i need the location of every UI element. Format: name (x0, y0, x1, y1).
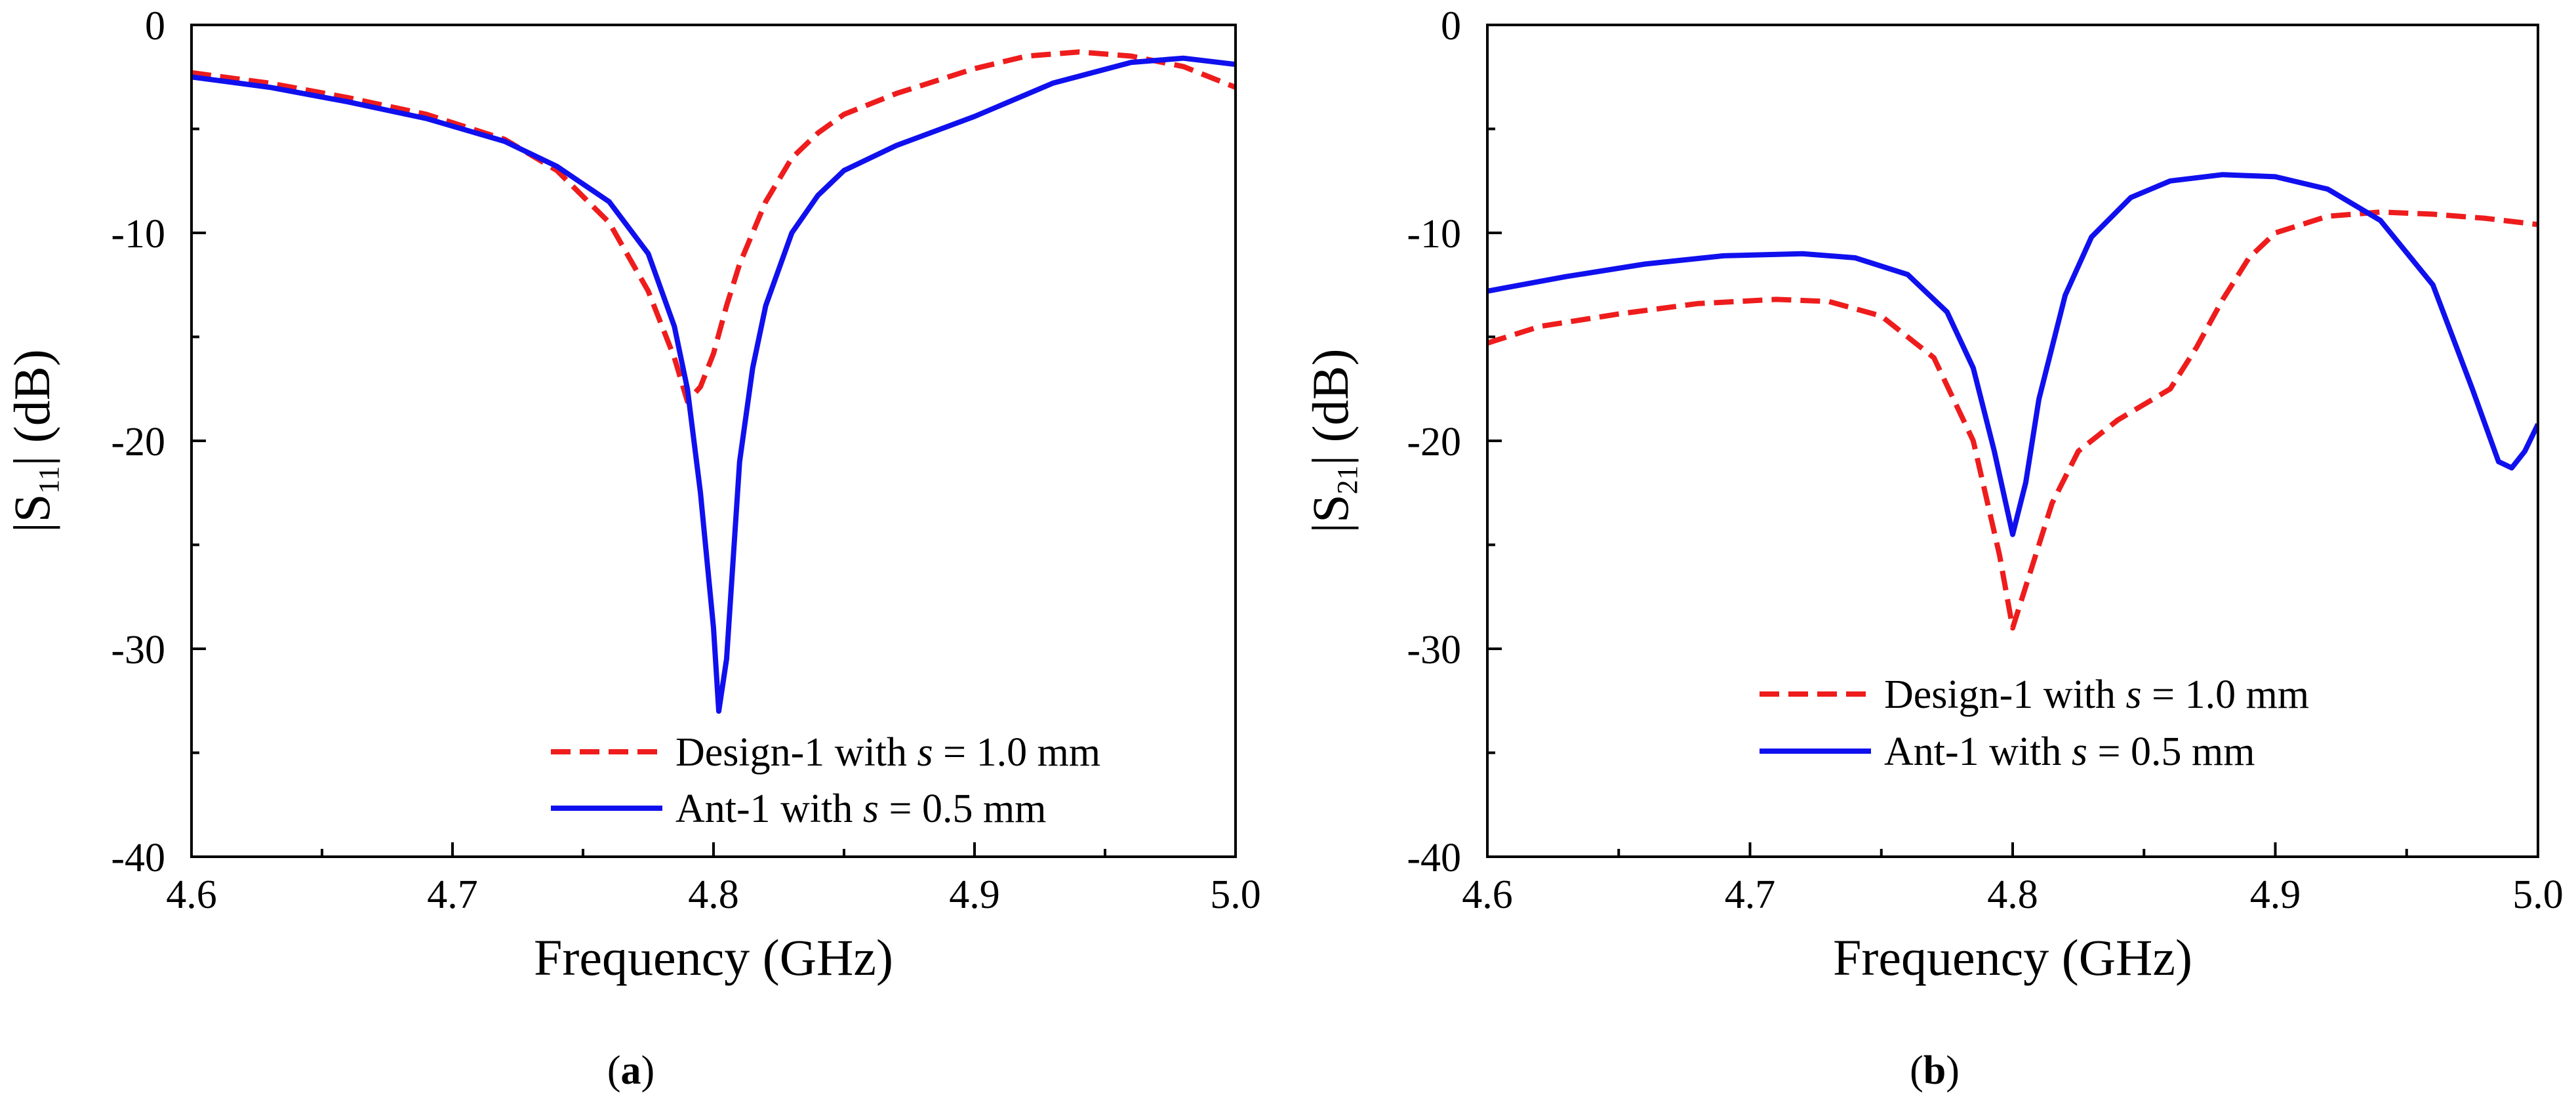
y-axis-title: |S11| (dB) (3, 349, 65, 532)
y-axis-title-pre: |S (1302, 495, 1359, 533)
y-tick-label: -10 (1407, 212, 1461, 256)
y-axis-title-pre: |S (3, 494, 60, 533)
legend-label: Design-1 with s = 1.0 mm (675, 730, 1100, 775)
caption-letter: b (1923, 1048, 1946, 1093)
x-tick-label: 4.6 (1462, 872, 1513, 917)
legend: Design-1 with s = 1.0 mm Ant-1 with s = 0… (551, 730, 1100, 831)
y-axis-title-post: | (dB) (3, 349, 60, 466)
y-tick-label: 0 (145, 4, 165, 49)
y-axis-title-sub: 11 (33, 466, 65, 493)
y-axis-title-sub: 21 (1331, 466, 1363, 495)
y-tick-label: -10 (111, 212, 165, 256)
y-axis-title-post: | (dB) (1302, 348, 1359, 465)
legend-label-post: = 0.5 mm (879, 787, 1046, 831)
y-tick-label: -20 (111, 420, 165, 464)
legend: Design-1 with s = 1.0 mm Ant-1 with s = 0… (1760, 672, 2309, 774)
panel-caption: (b) (1910, 1048, 1960, 1093)
x-tick-label: 4.9 (2250, 872, 2301, 917)
series-line-design-1 (1487, 209, 2538, 631)
legend-label-pre: Design-1 with (675, 730, 917, 775)
y-tick-label: -40 (1407, 836, 1461, 880)
legend-label: Ant-1 with s = 0.5 mm (675, 787, 1046, 831)
legend-label-var: s (2126, 672, 2142, 717)
legend-label-post: = 1.0 mm (2142, 672, 2309, 717)
x-tick-label: 4.6 (166, 872, 217, 917)
legend-label: Ant-1 with s = 0.5 mm (1884, 729, 2255, 774)
panel-caption: (a) (607, 1048, 654, 1093)
legend-label: Design-1 with s = 1.0 mm (1884, 672, 2309, 717)
caption-open-paren: ( (607, 1048, 621, 1093)
y-tick-label: -30 (1407, 628, 1461, 672)
legend-label-var: s (863, 787, 879, 831)
caption-close-paren: ) (641, 1048, 655, 1093)
x-tick-label: 4.9 (949, 872, 1000, 917)
y-axis-title: |S21| (dB) (1302, 348, 1363, 533)
caption-open-paren: ( (1910, 1048, 1923, 1093)
x-tick-label: 5.0 (2512, 872, 2564, 917)
x-axis-title: Frequency (GHz) (1833, 929, 2192, 986)
x-tick-label: 4.7 (427, 872, 478, 917)
x-tick-label: 5.0 (1210, 872, 1261, 917)
legend-label-var: s (917, 730, 933, 775)
series-line-ant-1 (1487, 172, 2538, 537)
legend-label-post: = 0.5 mm (2087, 729, 2255, 774)
series-line-ant-1 (191, 55, 1236, 714)
y-tick-label: -20 (1407, 420, 1461, 464)
y-tick-label: -40 (111, 836, 165, 880)
x-axis-title: Frequency (GHz) (534, 929, 893, 986)
y-tick-label: 0 (1441, 4, 1461, 49)
legend-label-pre: Ant-1 with (1884, 729, 2072, 774)
legend-label-var: s (2072, 729, 2087, 774)
x-tick-label: 4.7 (1725, 872, 1776, 917)
y-tick-label: -30 (111, 628, 165, 672)
legend-label-pre: Design-1 with (1884, 672, 2126, 717)
x-tick-label: 4.8 (1987, 872, 2038, 917)
panel-a: 4.6 4.7 4.8 4.9 5.0 0 -10 -20 -30 -40 Frequency (G… (3, 4, 1261, 1093)
legend-label-post: = 1.0 mm (933, 730, 1100, 775)
legend-label-pre: Ant-1 with (675, 787, 863, 831)
x-tick-label: 4.8 (688, 872, 739, 917)
panel-b: 4.6 4.7 4.8 4.9 5.0 0 -10 -20 -30 -40 Frequency (G… (1302, 4, 2564, 1093)
caption-letter: a (621, 1048, 641, 1093)
caption-close-paren: ) (1946, 1048, 1960, 1093)
